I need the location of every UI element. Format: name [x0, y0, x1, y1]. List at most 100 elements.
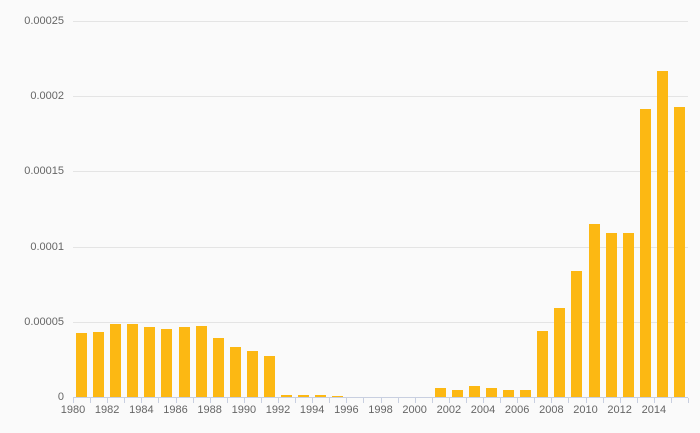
x-tick-mark — [414, 398, 416, 403]
x-tick-mark — [670, 398, 672, 403]
x-tick-label-2008: 2008 — [539, 404, 564, 416]
x-tick-label-1996: 1996 — [334, 404, 359, 416]
x-tick-mark — [636, 398, 638, 403]
x-tick-label-2014: 2014 — [641, 404, 667, 416]
x-tick-label-1998: 1998 — [368, 404, 393, 416]
x-tick-mark — [192, 398, 194, 403]
bar-2001[interactable] — [434, 387, 446, 397]
bar-1988[interactable] — [212, 338, 224, 397]
bar-2012[interactable] — [622, 232, 634, 397]
x-tick-label-1980: 1980 — [60, 404, 86, 416]
bar-2006[interactable] — [520, 389, 532, 397]
y-tick-label: 0 — [57, 391, 64, 403]
x-tick-mark — [534, 398, 536, 403]
x-tick-mark — [312, 398, 314, 403]
x-tick-mark — [295, 398, 297, 403]
bar-2008[interactable] — [554, 307, 566, 397]
bar-1985[interactable] — [161, 328, 173, 397]
y-tick-label: 0.00025 — [24, 15, 64, 27]
gridline-0.0002 — [73, 96, 688, 98]
x-tick-mark — [226, 398, 228, 403]
x-tick-mark — [278, 398, 279, 403]
x-tick-label-1992: 1992 — [265, 404, 291, 416]
bar-1989[interactable] — [229, 346, 241, 397]
bar-1982[interactable] — [110, 323, 122, 397]
x-tick-mark — [175, 398, 177, 403]
x-tick-label-1982: 1982 — [94, 404, 120, 416]
x-tick-label-2012: 2012 — [607, 404, 632, 416]
x-tick-mark — [380, 398, 382, 403]
bar-2009[interactable] — [571, 270, 583, 397]
y-tick-label: 0.00015 — [24, 165, 64, 177]
x-tick-mark — [483, 398, 484, 403]
gridline-0.00025 — [73, 21, 688, 22]
bar-1980[interactable] — [76, 333, 88, 397]
x-tick-mark — [243, 398, 245, 403]
y-tick-label: 0.0001 — [30, 241, 64, 253]
bar-1990[interactable] — [246, 351, 258, 397]
x-tick-mark — [465, 398, 467, 403]
x-tick-mark — [107, 398, 109, 403]
x-tick-mark — [158, 398, 160, 403]
x-tick-label-2002: 2002 — [436, 404, 462, 416]
x-tick-mark — [653, 398, 655, 403]
x-tick-mark — [619, 398, 621, 403]
bar-1993[interactable] — [298, 394, 310, 397]
x-tick-label-1988: 1988 — [197, 404, 222, 416]
x-tick-mark — [329, 398, 331, 403]
bar-1991[interactable] — [263, 356, 275, 397]
gridline-0.00005 — [73, 321, 688, 323]
y-tick-label: 0.0002 — [30, 90, 64, 102]
x-tick-mark — [688, 398, 689, 403]
x-tick-mark — [568, 398, 570, 403]
x-tick-mark — [551, 398, 553, 403]
x-tick-label-2006: 2006 — [504, 404, 530, 416]
bar-1994[interactable] — [315, 394, 327, 397]
bars-layer — [73, 21, 688, 397]
bar-1987[interactable] — [195, 325, 207, 397]
x-tick-mark — [209, 398, 211, 403]
x-tick-label-2004: 2004 — [470, 404, 496, 416]
bar-1983[interactable] — [127, 323, 139, 397]
bar-1995[interactable] — [332, 395, 344, 397]
x-tick-mark — [397, 398, 399, 403]
x-tick-label-1990: 1990 — [231, 404, 257, 416]
bar-2003[interactable] — [468, 386, 480, 397]
x-tick-mark — [363, 398, 365, 403]
gridline-0.0001 — [73, 246, 688, 248]
x-tick-label-1984: 1984 — [129, 404, 154, 416]
bar-2007[interactable] — [537, 331, 549, 397]
x-tick-mark — [500, 398, 502, 403]
y-tick-label: 0.00005 — [24, 316, 64, 328]
x-tick-mark — [346, 398, 348, 403]
x-tick-mark — [517, 398, 519, 403]
x-tick-label-2010: 2010 — [573, 404, 598, 416]
x-tick-mark — [448, 398, 450, 403]
bar-2013[interactable] — [639, 109, 651, 397]
x-tick-mark — [124, 398, 126, 403]
x-tick-label-1994: 1994 — [299, 404, 325, 416]
bar-1992[interactable] — [281, 394, 293, 397]
bar-2010[interactable] — [588, 223, 600, 397]
x-tick-mark — [260, 398, 262, 403]
gridline-0.00015 — [73, 171, 688, 173]
bar-2004[interactable] — [486, 388, 498, 397]
bar-2005[interactable] — [503, 389, 515, 397]
x-tick-mark — [585, 398, 587, 403]
x-tick-mark — [602, 398, 604, 403]
bar-2015[interactable] — [673, 107, 685, 397]
x-tick-mark — [90, 398, 92, 403]
bar-2002[interactable] — [451, 390, 463, 397]
bar-2011[interactable] — [605, 233, 617, 397]
x-tick-mark — [431, 398, 433, 403]
x-tick-label-2000: 2000 — [402, 404, 427, 416]
bar-1986[interactable] — [178, 327, 190, 397]
bar-1984[interactable] — [144, 327, 156, 397]
x-tick-mark — [73, 398, 74, 403]
x-axis-line — [73, 397, 688, 398]
bar-1981[interactable] — [93, 331, 105, 397]
x-tick-mark — [141, 398, 143, 403]
x-tick-label-1986: 1986 — [163, 404, 188, 416]
bar-2014[interactable] — [656, 70, 668, 397]
